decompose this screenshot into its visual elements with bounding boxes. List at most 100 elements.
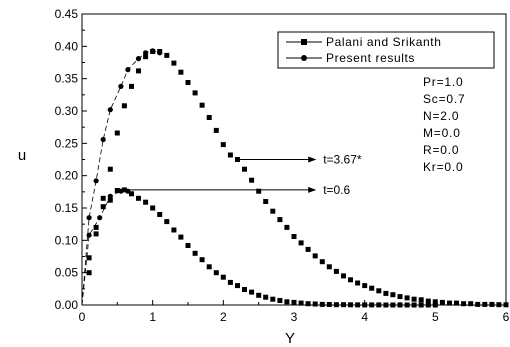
palani-point [411, 302, 417, 308]
palani-point [136, 195, 141, 201]
present-point [100, 136, 106, 143]
present-point [125, 67, 131, 73]
palani-point [206, 115, 212, 120]
x-tick-label: 2 [220, 310, 227, 324]
y-tick-label: 0.10 [55, 233, 79, 247]
palani-point [312, 253, 318, 259]
palani-point [100, 204, 106, 210]
palani-point [418, 297, 424, 303]
palani-point [249, 177, 255, 183]
palani-point [482, 301, 488, 307]
y-tick-label: 0.45 [55, 7, 79, 21]
palani-point [341, 273, 346, 279]
palani-point [312, 301, 318, 307]
present-point [107, 107, 113, 113]
palani-point [369, 302, 375, 308]
palani-point [129, 83, 134, 89]
x-tick-label: 6 [503, 310, 510, 324]
palani-point [341, 302, 346, 308]
palani-point [171, 227, 177, 233]
palani-point [425, 302, 431, 308]
palani-point [129, 191, 134, 197]
present-point [93, 178, 99, 184]
y-tick-label: 0.35 [55, 72, 79, 86]
present-point [86, 215, 92, 221]
palani-point [475, 301, 481, 307]
present-point [118, 188, 124, 194]
palani-point [390, 302, 396, 308]
palani-point [199, 102, 205, 108]
palani-point [333, 268, 339, 274]
palani-point [439, 299, 445, 305]
palani-point [220, 142, 226, 148]
palani-point [185, 243, 191, 248]
palani-point [256, 292, 262, 298]
palani-point [355, 302, 361, 308]
palani-point [263, 199, 269, 204]
palani-point [503, 302, 509, 308]
palani-point [369, 285, 375, 291]
y-tick-label: 0.00 [55, 298, 79, 312]
palani-point [227, 279, 233, 285]
palani-point [447, 300, 452, 306]
palani-point [496, 302, 502, 308]
palani-point [355, 280, 361, 286]
palani-point [157, 212, 163, 217]
palani-point [220, 274, 226, 280]
palani-point [326, 302, 332, 307]
palani-point [107, 197, 113, 203]
palani-point [425, 298, 431, 304]
palani-point [418, 302, 424, 308]
palani-point [249, 289, 255, 295]
present-point [107, 193, 113, 199]
y-tick-label: 0.15 [55, 201, 79, 215]
palani-point [227, 152, 233, 158]
param-pr: Pr=1.0 [423, 75, 464, 89]
parameter-block: Pr=1.0 Sc=0.7 N=2.0 M=0.0 R=0.0 Kr=0.0 [423, 75, 465, 174]
palani-point [277, 298, 283, 303]
palani-point [114, 188, 120, 193]
palani-point [178, 234, 184, 240]
legend: Palani and Srikanth Present results [277, 31, 495, 69]
palani-point [107, 166, 113, 172]
palani-point [305, 246, 311, 252]
palani-point [242, 166, 247, 172]
palani-point [319, 301, 325, 307]
present-point [150, 48, 156, 54]
legend-marker-present [301, 55, 307, 61]
present-point [97, 215, 103, 221]
palani-point [150, 205, 156, 211]
annotation-label: t=0.6 [323, 183, 350, 197]
palani-point [192, 250, 198, 256]
palani-point [164, 219, 170, 225]
annotation-label: t=3.67* [323, 153, 362, 167]
legend-label-present: Present results [326, 51, 415, 65]
y-tick-label: 0.40 [55, 39, 79, 53]
palani-point [114, 130, 120, 136]
palani-point [461, 301, 467, 307]
palani-point [362, 283, 368, 289]
palani-point [270, 208, 276, 214]
palani-point [185, 80, 191, 85]
palani-point [383, 302, 389, 308]
palani-point [284, 299, 290, 305]
present-point [143, 50, 149, 56]
x-tick-label: 5 [432, 310, 439, 324]
param-kr: Kr=0.0 [423, 160, 464, 174]
present-point [157, 50, 163, 56]
palani-point [93, 224, 99, 230]
palani-point [93, 231, 99, 237]
y-tick-label: 0.25 [55, 136, 79, 150]
palani-point [192, 90, 198, 96]
palani-point [348, 277, 353, 283]
present-point [86, 232, 92, 238]
x-tick-label: 4 [361, 310, 368, 324]
palani-point [143, 199, 149, 205]
palani-point [121, 103, 127, 109]
x-tick-label: 1 [149, 310, 156, 324]
palani-point [432, 302, 438, 308]
palani-point [397, 294, 403, 300]
palani-point [277, 217, 283, 223]
palani-point [284, 224, 290, 230]
